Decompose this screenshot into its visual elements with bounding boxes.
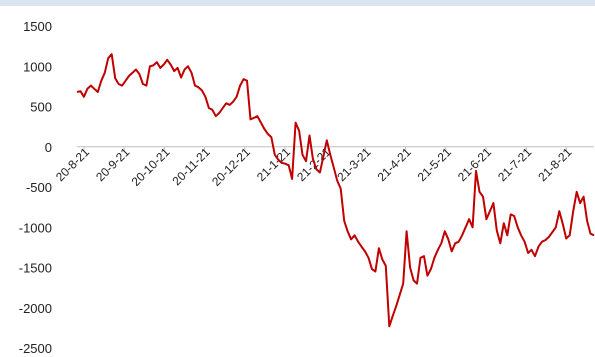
x-tick-label: 21-7-21: [495, 145, 534, 184]
y-tick-label: -500: [26, 180, 52, 195]
y-tick-label: 1500: [23, 19, 52, 34]
x-tick-label: 21-3-21: [334, 145, 373, 184]
y-tick-label: -2000: [19, 301, 52, 316]
series-line: [76, 53, 595, 328]
y-tick-label: -1500: [19, 261, 52, 276]
x-tick-label: 20-10-21: [129, 145, 173, 189]
y-tick-label: -2500: [19, 341, 52, 356]
x-tick-label: 20-12-21: [209, 145, 253, 189]
y-tick-label: -1000: [19, 220, 52, 235]
x-tick-label: 20-11-21: [169, 145, 212, 188]
x-tick-label: 21-5-21: [415, 145, 454, 184]
y-tick-label: 0: [45, 140, 52, 155]
x-tick-label: 21-8-21: [535, 145, 574, 184]
x-tick-label: 20-9-21: [93, 145, 132, 184]
y-tick-label: 1000: [23, 59, 52, 74]
x-tick-label: 21-4-21: [375, 145, 414, 184]
y-tick-label: 500: [30, 100, 52, 115]
line-chart: -2500 -2000 -1500 -1000 -500 0 500 1000 1500 20-…: [19, 19, 595, 356]
y-axis-ticks: -2500 -2000 -1500 -1000 -500 0 500 1000 1500: [19, 19, 52, 356]
x-tick-label: 20-8-21: [53, 145, 92, 184]
